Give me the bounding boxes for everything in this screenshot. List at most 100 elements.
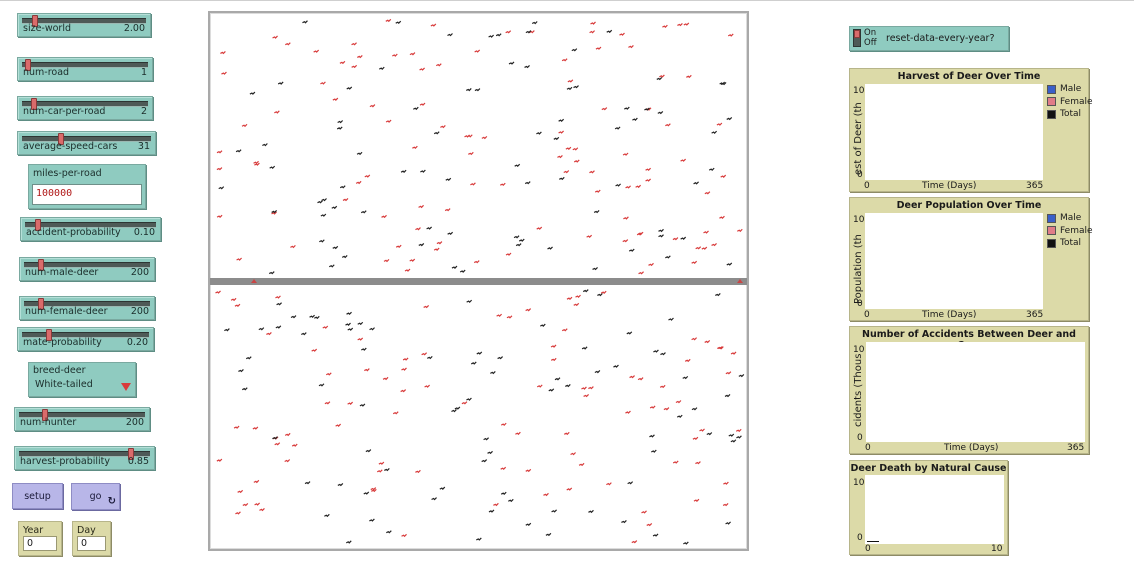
slider-num-car-per-road[interactable]: num-car-per-road 2 — [17, 96, 153, 120]
slider-track[interactable] — [22, 332, 149, 338]
male-deer — [593, 210, 600, 214]
slider-harvest-probability[interactable]: harvest-probability 0.85 — [14, 446, 155, 470]
year-value: 0 — [23, 536, 57, 551]
male-deer — [318, 383, 325, 387]
slider-track[interactable] — [19, 412, 145, 418]
male-deer — [547, 246, 553, 250]
female-deer — [695, 461, 701, 465]
male-deer — [320, 213, 327, 217]
male-deer — [594, 370, 601, 374]
female-deer — [395, 244, 402, 249]
male-deer — [566, 86, 573, 91]
male-deer — [725, 521, 731, 525]
slider-handle[interactable] — [58, 133, 64, 145]
female-deer — [672, 237, 679, 241]
plot-ylabel: est of Deer (th — [853, 102, 864, 175]
male-deer — [626, 331, 633, 335]
male-deer — [565, 383, 571, 388]
male-deer — [481, 459, 488, 463]
legend-swatch-female — [1047, 97, 1056, 107]
legend-label: Male — [1060, 84, 1082, 95]
slider-handle[interactable] — [128, 448, 134, 460]
female-deer — [433, 247, 440, 251]
female-deer — [505, 252, 512, 256]
plot-xmin: 0 — [865, 443, 871, 453]
slider-handle[interactable] — [42, 409, 48, 421]
male-deer — [346, 311, 352, 316]
male-deer — [341, 254, 348, 259]
male-deer — [588, 509, 594, 514]
go-button[interactable]: go ↻ — [71, 483, 120, 510]
slider-track[interactable] — [22, 62, 148, 68]
setup-button[interactable]: setup — [12, 483, 63, 509]
female-deer — [253, 479, 260, 484]
slider-handle[interactable] — [32, 15, 38, 27]
slider-handle[interactable] — [46, 329, 52, 341]
female-deer — [371, 488, 377, 493]
male-deer — [524, 181, 531, 185]
slider-num-hunter[interactable]: num-hunter 200 — [14, 407, 150, 431]
female-deer — [461, 401, 468, 405]
male-deer — [345, 540, 352, 544]
slider-size-world[interactable]: size-world 2.00 — [17, 13, 151, 37]
female-deer — [672, 460, 679, 464]
female-deer — [695, 246, 702, 250]
slider-track[interactable] — [22, 18, 146, 24]
switch-knob[interactable] — [854, 30, 860, 38]
plot-xlabel: Time (Days) — [922, 181, 977, 191]
female-deer — [622, 152, 629, 156]
male-deer — [249, 91, 256, 95]
switch-on-label: On — [864, 28, 877, 38]
male-deer — [644, 107, 650, 111]
female-deer — [543, 492, 549, 497]
slider-handle[interactable] — [38, 259, 44, 271]
slider-value: 0.85 — [127, 456, 149, 467]
slider-accident-probability[interactable]: accident-probability 0.10 — [20, 217, 161, 241]
slider-num-road[interactable]: num-road 1 — [17, 57, 153, 81]
slider-mate-probability[interactable]: mate-probability 0.20 — [17, 327, 154, 351]
male-deer — [628, 248, 635, 252]
world-canvas[interactable] — [210, 13, 747, 549]
switch-track[interactable] — [853, 29, 861, 47]
female-deer — [436, 241, 443, 245]
slider-average-speed-cars[interactable]: average-speed-cars 31 — [17, 131, 156, 155]
reset-data-every-year-switch[interactable]: On Off reset-data-every-year? — [849, 26, 1009, 51]
male-deer — [474, 88, 481, 92]
slider-track[interactable] — [19, 451, 150, 457]
female-deer — [600, 290, 607, 294]
slider-track[interactable] — [22, 136, 151, 142]
slider-handle[interactable] — [38, 298, 44, 310]
world-view[interactable] — [208, 11, 749, 551]
slider-handle[interactable] — [31, 98, 37, 110]
male-deer — [657, 110, 664, 115]
male-deer — [337, 120, 344, 124]
slider-track[interactable] — [25, 222, 156, 228]
female-deer — [572, 147, 579, 151]
female-deer — [275, 295, 281, 299]
male-deer — [369, 518, 375, 522]
slider-handle[interactable] — [35, 219, 41, 231]
plot-title: Deer Population Over Time — [896, 200, 1042, 211]
female-deer — [716, 122, 723, 126]
slider-num-female-deer[interactable]: num-female-deer 200 — [19, 296, 155, 320]
female-deer — [589, 30, 595, 34]
plot-xmax: 365 — [1067, 443, 1085, 453]
male-deer — [495, 33, 502, 37]
chooser-selected-value[interactable]: White-tailed — [35, 379, 93, 390]
breed-deer-chooser[interactable]: breed-deer White-tailed — [28, 362, 136, 397]
male-deer — [451, 265, 458, 269]
female-deer — [575, 294, 581, 298]
slider-track[interactable] — [24, 262, 150, 268]
female-deer — [216, 150, 223, 154]
slider-track[interactable] — [24, 301, 150, 307]
slider-num-male-deer[interactable]: num-male-deer 200 — [19, 257, 155, 281]
dropdown-arrow-icon[interactable] — [121, 383, 131, 391]
slider-handle[interactable] — [25, 59, 31, 71]
female-deer — [378, 461, 385, 465]
slider-label: accident-probability — [26, 227, 121, 238]
female-deer — [216, 167, 223, 171]
male-deer — [245, 356, 252, 360]
slider-track[interactable] — [22, 101, 148, 107]
miles-per-road-field[interactable]: 100000 — [32, 184, 142, 205]
female-deer — [493, 502, 499, 507]
